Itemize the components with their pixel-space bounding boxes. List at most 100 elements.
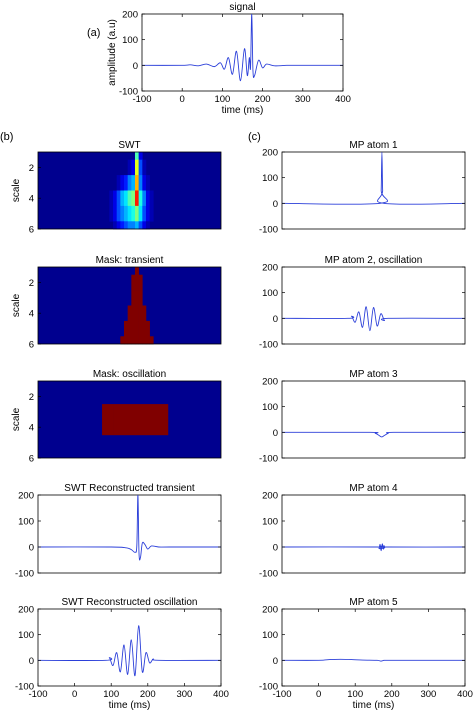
heatmap-cell xyxy=(131,190,136,207)
heatmap-cell xyxy=(142,190,147,207)
y-axis-label: scale xyxy=(11,407,22,431)
y-tick-label: 0 xyxy=(273,199,278,210)
heatmap-cell xyxy=(138,159,143,176)
heatmap-cell xyxy=(120,205,125,222)
heatmap-cell xyxy=(134,159,139,176)
heatmap-cell xyxy=(127,190,132,207)
chart-mask-transient: 2 4 6 scale Mask: transient xyxy=(11,255,222,351)
heatmap-cell xyxy=(124,320,128,337)
panel-label-b: (b) xyxy=(0,131,14,143)
heatmap-cell xyxy=(124,190,128,207)
panel-label-c: (c) xyxy=(248,131,261,143)
heatmap-cell xyxy=(138,221,143,230)
heatmap-cell xyxy=(145,205,150,222)
y-tick-label: 100 xyxy=(18,630,34,641)
heatmap-cell xyxy=(142,159,147,176)
heatmap-cell xyxy=(120,336,125,345)
heatmap-cell xyxy=(120,190,125,207)
chart-mp-atom-4: -100 0 100 200 MP atom 4 xyxy=(259,483,466,580)
heatmap-cell xyxy=(134,152,139,160)
y-tick-label: 0 xyxy=(273,314,278,325)
heatmap-cell xyxy=(109,190,114,207)
heatmap-cell xyxy=(131,290,136,306)
heatmap-cell xyxy=(131,205,136,222)
heatmap-cell xyxy=(145,320,150,337)
chart-title: SWT xyxy=(118,140,140,151)
heatmap-cell xyxy=(116,190,121,207)
heatmap-cell xyxy=(142,221,147,230)
x-tick-label: 100 xyxy=(214,94,230,105)
heatmap-cell xyxy=(134,205,139,222)
y-tick-label: 4 xyxy=(29,309,34,320)
heatmap-cell xyxy=(142,336,147,345)
heatmap-cell xyxy=(145,404,158,420)
heatmap-cell xyxy=(138,290,143,306)
y-tick-label: -100 xyxy=(119,87,138,98)
x-tick-label: 200 xyxy=(140,689,156,700)
y-tick-label: 200 xyxy=(18,491,34,502)
heatmap-cell xyxy=(113,404,125,420)
y-tick-label: 0 xyxy=(133,61,138,72)
heatmap-cell xyxy=(142,320,147,337)
plot-frame xyxy=(281,608,466,687)
series-line xyxy=(282,543,465,552)
heatmap-cell xyxy=(138,274,143,291)
heatmap-cell xyxy=(138,190,143,207)
plot-frame xyxy=(281,494,466,574)
heatmap-cell xyxy=(156,419,169,436)
heatmap-cell xyxy=(138,175,143,191)
y-tick-label: 6 xyxy=(29,454,34,465)
plot-frame xyxy=(37,151,222,230)
plot-frame xyxy=(37,380,222,459)
heatmap-cell xyxy=(131,336,136,345)
y-tick-label: 100 xyxy=(262,630,278,641)
heatmap-cell xyxy=(131,159,136,176)
y-tick-label: 6 xyxy=(29,225,34,236)
x-tick-label: 400 xyxy=(335,94,351,105)
heatmap-cell xyxy=(138,305,143,322)
x-tick-label: 400 xyxy=(213,689,229,700)
heatmap-cell xyxy=(120,221,125,230)
panel-label-a: (a) xyxy=(87,27,101,39)
heatmap-cell xyxy=(142,175,147,191)
heatmap-cell xyxy=(134,274,139,291)
chart-swt-oscillation: -100 0 100 200 -100 0 100 200 300 400 time (ms) SWT… xyxy=(15,597,229,711)
chart-title: SWT Reconstructed transient xyxy=(64,483,195,494)
heatmap-cell xyxy=(134,190,139,207)
heatmap-cell xyxy=(131,305,136,322)
y-tick-label: 4 xyxy=(29,423,34,434)
x-tick-label: 300 xyxy=(295,94,311,105)
chart-title: Mask: oscillation xyxy=(93,369,166,380)
heatmap-cell xyxy=(102,404,114,420)
heatmap-cell xyxy=(127,305,132,322)
series-line xyxy=(282,658,465,662)
heatmap-cell xyxy=(124,336,128,345)
x-axis-label: time (ms) xyxy=(222,105,264,116)
x-axis-label: time (ms) xyxy=(353,700,395,711)
y-tick-label: -100 xyxy=(259,454,278,465)
series-line xyxy=(282,431,465,438)
y-tick-label: 0 xyxy=(273,543,278,554)
heatmap-cell xyxy=(116,221,121,230)
chart-title: MP atom 4 xyxy=(349,483,398,494)
x-tick-label: 100 xyxy=(347,689,363,700)
y-axis-label: amplitude (a.u) xyxy=(107,19,118,86)
heatmap-cell xyxy=(124,205,128,222)
chart-title: SWT Reconstructed oscillation xyxy=(62,597,198,608)
y-tick-label: 200 xyxy=(122,10,138,21)
y-tick-label: 100 xyxy=(122,35,138,46)
heatmap-cell xyxy=(127,336,132,345)
x-tick-label: 300 xyxy=(176,689,192,700)
heatmap-cell xyxy=(116,205,121,222)
x-tick-label: 0 xyxy=(72,689,77,700)
heatmap-cell xyxy=(131,221,136,230)
heatmap-cell xyxy=(134,320,139,337)
y-tick-label: 2 xyxy=(29,163,34,174)
heatmap-cell xyxy=(138,205,143,222)
chart-mp-atom-3: -100 0 100 200 MP atom 3 xyxy=(259,369,466,465)
x-axis-label: time (ms) xyxy=(109,700,151,711)
y-tick-label: 6 xyxy=(29,340,34,351)
y-tick-label: 100 xyxy=(262,288,278,299)
chart-mp-atom-2: -100 0 100 200 MP atom 2, oscillation xyxy=(259,255,466,351)
y-tick-label: 4 xyxy=(29,194,34,205)
